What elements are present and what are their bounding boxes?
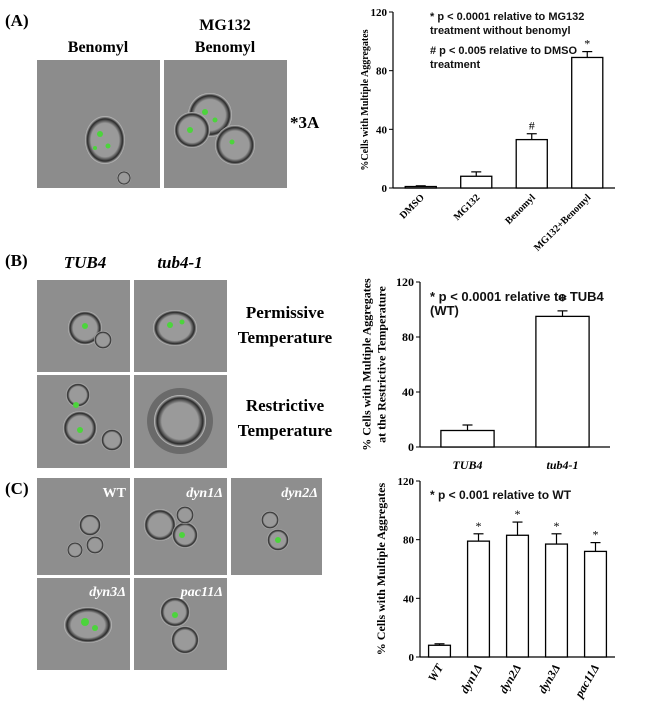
x-tick-label: Benomyl — [503, 192, 538, 227]
bar — [515, 138, 548, 189]
bar — [544, 543, 569, 658]
x-tick-label: dyn1Δ — [457, 662, 485, 696]
annotation: * p < 0.001 relative to WT — [430, 488, 572, 502]
x-tick-label: MG132+Benomyl — [532, 192, 593, 253]
bar — [583, 550, 608, 658]
bar — [404, 185, 437, 189]
bar — [466, 540, 491, 658]
y-tick-label: 40 — [402, 385, 414, 399]
error-bar — [473, 533, 484, 542]
bar — [460, 175, 493, 189]
x-tick-label: dyn2Δ — [496, 662, 524, 696]
y-tick-label: 0 — [409, 652, 415, 664]
annotation: * p < 0.0001 relative to MG132 treatment… — [430, 11, 585, 37]
error-bar — [590, 541, 601, 552]
y-tick-label: 40 — [376, 124, 388, 136]
annotation: * p < 0.0001 relative to TUB4 (WT) — [430, 289, 604, 318]
significance-marker: * — [558, 290, 568, 312]
error-bar — [434, 643, 445, 646]
annotation-box: * p < 0.0001 relative to MG132 treatment… — [430, 10, 610, 78]
y-axis-label: % Cells with Multiple Aggregates — [360, 278, 374, 451]
y-tick-label: 80 — [376, 66, 388, 78]
annotation-box: * p < 0.001 relative to WT — [430, 488, 610, 508]
image-label: Benomyl — [195, 39, 256, 56]
side-label: *3A — [290, 113, 320, 132]
micrograph — [37, 578, 130, 670]
significance-marker: * — [515, 507, 521, 521]
image-label: dyn1Δ — [186, 486, 223, 501]
image-label: Benomyl — [68, 39, 129, 56]
panel-label: (C) — [5, 479, 29, 498]
image-label: WT — [103, 486, 127, 501]
x-tick-label: WT — [425, 661, 446, 684]
y-tick-label: 80 — [403, 535, 415, 547]
error-bar — [582, 50, 593, 58]
image-label: dyn2Δ — [281, 486, 318, 501]
significance-marker: * — [584, 37, 590, 51]
image-label: dyn3Δ — [89, 585, 126, 600]
micrograph — [37, 60, 160, 188]
y-tick-label: 120 — [398, 476, 415, 488]
error-bar — [462, 424, 473, 431]
image-label: MG132 — [199, 17, 251, 34]
micrograph — [37, 478, 130, 575]
x-tick-label: MG132 — [452, 192, 483, 223]
row-label: Permissive — [246, 303, 325, 322]
y-tick-label: 120 — [396, 275, 414, 289]
annotation-box: * p < 0.0001 relative to TUB4 (WT) — [430, 290, 615, 324]
x-tick-label: DMSO — [398, 192, 427, 221]
micrograph — [37, 375, 130, 468]
y-tick-label: 40 — [403, 593, 415, 605]
y-axis-label: % Cells with Multiple Aggregates — [374, 482, 388, 655]
micrograph — [231, 478, 322, 575]
row-label: Restrictive — [246, 396, 325, 415]
annotation: # p < 0.005 relative to DMSO treatment — [430, 45, 578, 71]
y-tick-label: 0 — [382, 183, 388, 195]
error-bar — [471, 171, 482, 177]
y-tick-label: 80 — [402, 330, 414, 344]
x-tick-label: tub4-1 — [546, 458, 578, 472]
y-axis-label: at the Restrictive Temperature — [375, 285, 389, 442]
x-tick-label: pac11Δ — [571, 662, 602, 701]
micrograph — [164, 60, 287, 188]
y-tick-label: 0 — [408, 440, 414, 454]
micrograph — [37, 280, 130, 372]
panel-label: (B) — [5, 251, 28, 270]
image-label: TUB4 — [64, 253, 107, 272]
x-tick-label: dyn3Δ — [535, 662, 563, 696]
bar — [505, 534, 530, 658]
row-label: Temperature — [238, 328, 333, 347]
bar — [440, 429, 495, 448]
micrograph — [134, 280, 227, 372]
error-bar — [557, 310, 568, 317]
y-tick-label: 120 — [371, 7, 388, 19]
bar — [571, 56, 604, 189]
x-tick-label: TUB4 — [453, 458, 483, 472]
image-label: pac11Δ — [180, 585, 223, 600]
micrograph — [134, 478, 227, 575]
error-bar — [551, 533, 562, 545]
error-bar — [415, 185, 426, 187]
bar — [427, 644, 452, 658]
significance-marker: * — [554, 519, 560, 533]
image-label: tub4-1 — [157, 253, 202, 272]
micrograph — [134, 578, 227, 670]
error-bar — [512, 521, 523, 536]
significance-marker: * — [593, 528, 599, 542]
bar — [535, 315, 590, 448]
row-label: Temperature — [238, 421, 333, 440]
significance-marker: # — [529, 119, 535, 133]
error-bar — [526, 133, 537, 140]
micrograph — [134, 375, 227, 468]
y-axis-label: %Cells with Multiple Aggregates — [360, 29, 371, 170]
panel-label: (A) — [5, 11, 29, 30]
significance-marker: * — [476, 519, 482, 533]
